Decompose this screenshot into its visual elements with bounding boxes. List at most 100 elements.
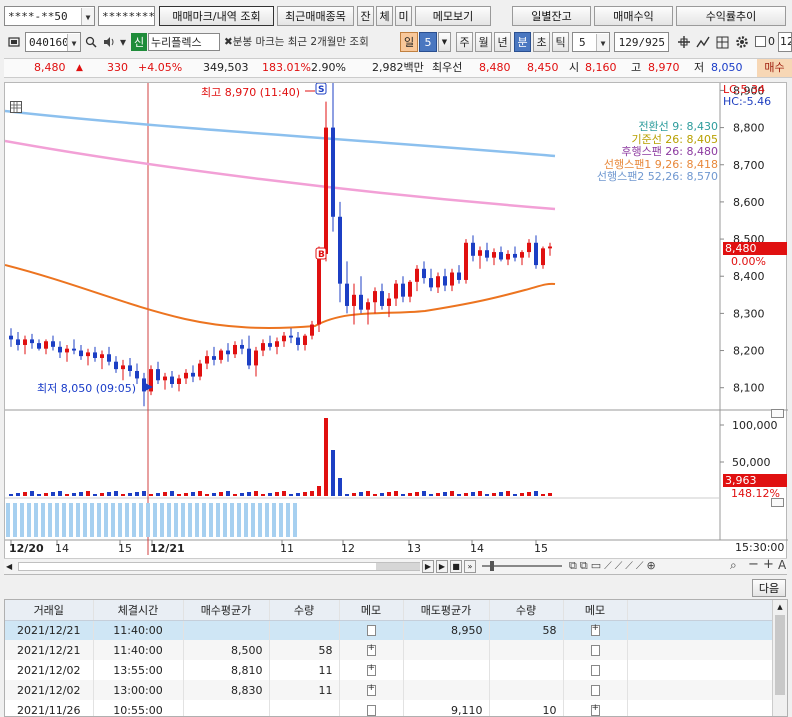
fast-forward-icon[interactable]: » xyxy=(464,560,476,573)
candle-body xyxy=(135,370,139,379)
interval-select[interactable]: 5 ▼ xyxy=(572,32,610,52)
col-header[interactable]: 매수평균가 xyxy=(183,600,270,621)
indicator-bar xyxy=(13,503,17,537)
col-header[interactable]: 수량 xyxy=(489,600,564,621)
chevron-down-icon[interactable]: ▼ xyxy=(67,34,80,51)
scroll-thumb[interactable] xyxy=(376,563,420,570)
lock-icon[interactable] xyxy=(4,33,24,51)
sell-marker-label: S xyxy=(318,85,324,95)
col-header[interactable]: 메모 xyxy=(339,600,404,621)
daily-balance-button[interactable]: 일별잔고 xyxy=(512,6,591,26)
memo-icon[interactable] xyxy=(590,685,600,696)
gear-icon[interactable] xyxy=(733,32,751,52)
col-header[interactable]: 매도평균가 xyxy=(403,600,490,621)
table-row[interactable]: 2021/12/21 11:40:00 8,950 58 xyxy=(5,620,773,640)
buy-memo xyxy=(339,680,404,700)
chevron-down-icon[interactable]: ▼ xyxy=(438,32,451,52)
memo-icon[interactable] xyxy=(590,645,600,656)
memo-icon[interactable] xyxy=(366,705,376,716)
period-week-button[interactable]: 주 xyxy=(456,32,473,52)
crosshair-icon[interactable] xyxy=(675,32,693,52)
search-icon[interactable] xyxy=(82,32,100,52)
memo-icon[interactable] xyxy=(366,625,376,637)
base-line xyxy=(5,264,556,329)
period-month-button[interactable]: 월 xyxy=(475,32,492,52)
period-value[interactable]: 5 xyxy=(419,32,437,52)
zoom-out-icon[interactable]: − xyxy=(748,557,759,572)
horizontal-scrollbar[interactable] xyxy=(18,562,420,571)
volume-bar xyxy=(93,494,97,496)
memo-icon[interactable] xyxy=(366,663,376,676)
chart-panel[interactable]: 8,100 8,200 8,300 8,400 8,500 8,600 8,700 8,800… xyxy=(4,82,788,576)
next-button[interactable]: 다음 xyxy=(752,579,786,597)
col-header[interactable]: 거래일 xyxy=(5,600,94,621)
scroll-left-icon[interactable]: ◀ xyxy=(6,562,13,571)
price-chart[interactable]: 8,1008,2008,3008,4008,5008,6008,7008,800… xyxy=(5,83,788,576)
stop-icon[interactable]: ■ xyxy=(450,560,462,573)
buy-avg-price: 8,500 xyxy=(183,640,270,660)
period-year-button[interactable]: 년 xyxy=(494,32,511,52)
memo-icon[interactable] xyxy=(366,683,376,696)
chevron-down-icon[interactable]: ▾ xyxy=(119,35,127,49)
memo-icon[interactable] xyxy=(590,665,600,676)
search-icon[interactable]: ⌕ xyxy=(730,558,737,572)
data-count-field[interactable]: 129/925 xyxy=(614,32,669,52)
zoom-slider-thumb[interactable] xyxy=(490,561,494,571)
marks-lookup-button[interactable]: 매매마크/내역 조회 xyxy=(159,6,274,26)
balance-button[interactable]: 잔 xyxy=(357,6,374,26)
indicator-bar xyxy=(118,503,122,537)
recent-stocks-button[interactable]: 최근매매종목 xyxy=(277,6,354,26)
password-field[interactable]: ********* xyxy=(98,6,155,26)
stock-code-input[interactable]: 040160 ▼ xyxy=(25,32,81,52)
period-second-button[interactable]: 초 xyxy=(533,32,550,52)
zoom-slider[interactable] xyxy=(482,561,562,571)
play-icon[interactable]: ▶ xyxy=(436,560,448,573)
table-row[interactable]: 2021/12/02 13:55:00 8,810 11 xyxy=(5,660,773,680)
speaker-icon[interactable] xyxy=(100,32,118,52)
filled-button[interactable]: 체 xyxy=(376,6,393,26)
table-row[interactable]: 2021/12/21 11:40:00 8,500 58 xyxy=(5,640,773,660)
drawing-tools-icon[interactable]: ⧉⧉▭⟋⟋⟋⟋⊕ xyxy=(569,559,659,572)
profit-rate-button[interactable]: 수익률추이 xyxy=(676,6,786,26)
candle-body xyxy=(72,348,76,351)
memo-icon[interactable] xyxy=(590,703,600,716)
y-tick-label: 8,400 xyxy=(733,270,765,283)
scroll-thumb[interactable] xyxy=(775,615,785,695)
layout-icon[interactable] xyxy=(713,32,731,52)
memo-view-button[interactable]: 메모보기 xyxy=(415,6,491,26)
maximize-icon[interactable] xyxy=(771,409,784,418)
period-minute-button[interactable]: 분 xyxy=(514,32,531,52)
chevron-down-icon[interactable]: ▼ xyxy=(596,34,609,51)
maximize-icon[interactable] xyxy=(771,498,784,507)
scroll-up-icon[interactable]: ▲ xyxy=(777,603,783,611)
extra-field[interactable]: 12 xyxy=(778,32,792,52)
reset-icon[interactable]: A xyxy=(778,558,787,572)
line-draw-icon[interactable] xyxy=(694,32,712,52)
x-tick-label: 14 xyxy=(55,542,69,555)
col-header[interactable]: 메모 xyxy=(563,600,628,621)
memo-icon[interactable] xyxy=(590,623,600,637)
period-tick-button[interactable]: 틱 xyxy=(552,32,569,52)
candle-body xyxy=(471,242,475,256)
memo-icon[interactable] xyxy=(366,643,376,656)
scroll-right-icon[interactable]: ▶ xyxy=(422,560,434,573)
volume-bar xyxy=(471,492,475,496)
col-header[interactable]: 체결시간 xyxy=(93,600,184,621)
candle-body xyxy=(541,248,545,266)
table-row[interactable]: 2021/12/02 13:00:00 8,830 11 xyxy=(5,680,773,700)
vertical-scrollbar[interactable]: ▲ xyxy=(772,600,787,716)
account-select[interactable]: ****-**50 ▼ xyxy=(4,6,95,26)
option-checkbox[interactable] xyxy=(755,36,766,47)
zoom-in-icon[interactable]: + xyxy=(763,557,774,572)
unfilled-button[interactable]: 미 xyxy=(395,6,412,26)
table-row[interactable]: 2021/11/26 10:55:00 9,110 10 xyxy=(5,700,773,716)
candle-body xyxy=(338,216,342,284)
chevron-down-icon[interactable]: ▼ xyxy=(81,8,94,25)
candle-body xyxy=(51,341,55,347)
period-day-button[interactable]: 일 xyxy=(400,32,418,52)
col-header[interactable]: 수량 xyxy=(269,600,340,621)
x-tick-label: 11 xyxy=(280,542,294,555)
grid-icon[interactable] xyxy=(10,101,22,113)
trade-profit-button[interactable]: 매매수익 xyxy=(594,6,673,26)
volume-bar xyxy=(114,491,118,496)
